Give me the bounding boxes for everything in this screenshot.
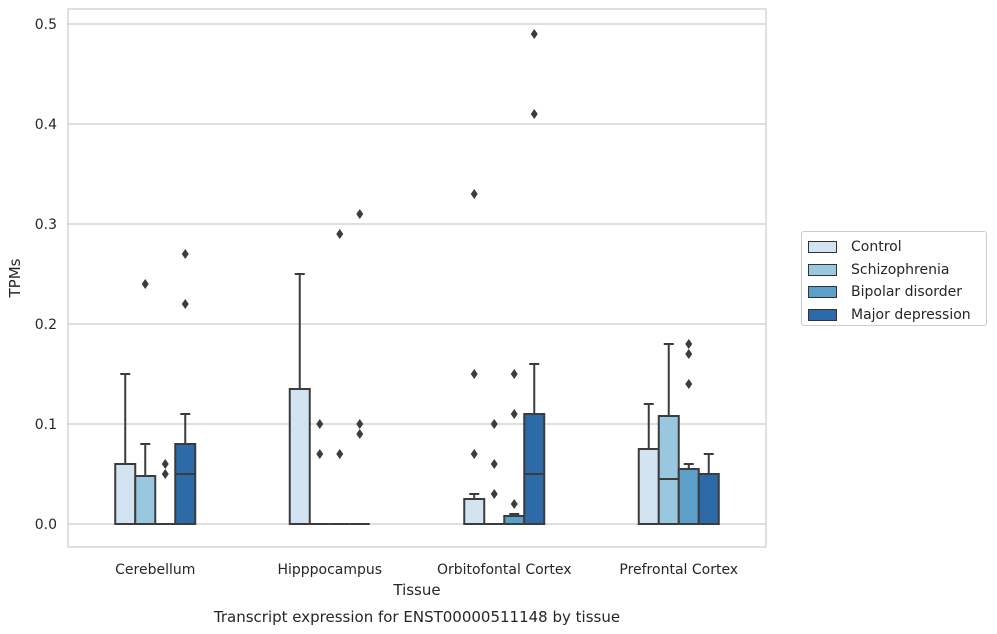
box: [134, 475, 157, 525]
outlier-point: [356, 429, 364, 439]
box-control: [463, 189, 486, 525]
outlier-point: [530, 29, 538, 39]
box-major-depression: [174, 249, 197, 525]
box: [503, 515, 526, 525]
outlier-point: [685, 349, 693, 359]
outlier-point: [510, 409, 518, 419]
outlier-point: [470, 449, 478, 459]
outlier-point: [161, 459, 169, 469]
legend-swatch: [808, 241, 837, 254]
outlier-point: [470, 189, 478, 199]
x-tick-label: Prefrontal Cortex: [619, 562, 738, 578]
box-schizophrenia: [134, 279, 157, 525]
box-control: [288, 273, 311, 525]
x-tick-label: Orbitofontal Cortex: [437, 562, 572, 578]
box: [288, 388, 311, 525]
box-major-depression: [349, 209, 370, 525]
outlier-point: [470, 369, 478, 379]
x-tick-labels: Cerebellum Hipppocampus Orbitofontal Corte…: [115, 562, 738, 578]
box: [463, 498, 486, 525]
legend-swatch: [808, 286, 837, 299]
y-tick-label: 0.5: [35, 17, 57, 33]
box: [523, 413, 546, 525]
box-control: [114, 373, 137, 525]
outlier-point: [490, 419, 498, 429]
legend: Control Schizophrenia Bipolar disorder Majo…: [801, 231, 987, 326]
legend-item: Schizophrenia: [808, 259, 986, 282]
legend-item: Control: [808, 236, 986, 259]
outlier-point: [316, 449, 324, 459]
legend-label: Major depression: [851, 306, 971, 323]
plot-frame: [67, 8, 767, 548]
legend-swatch: [808, 308, 837, 321]
outlier-point: [181, 299, 189, 309]
y-tick-label: 0.0: [35, 517, 57, 533]
legend-label: Bipolar disorder: [851, 284, 963, 301]
box: [174, 443, 197, 525]
outlier-point: [490, 489, 498, 499]
y-tick-label: 0.2: [35, 317, 57, 333]
box-bipolar-disorder: [677, 339, 700, 525]
box-bipolar-disorder: [329, 229, 350, 525]
outlier-point: [141, 279, 149, 289]
box-schizophrenia: [309, 419, 330, 525]
box: [697, 473, 720, 525]
outlier-point: [356, 209, 364, 219]
outlier-point: [510, 499, 518, 509]
box: [677, 468, 700, 525]
legend-item: Bipolar disorder: [808, 281, 986, 304]
x-tick-label: Cerebellum: [115, 562, 195, 578]
box: [637, 448, 660, 525]
box: [657, 415, 680, 525]
box-schizophrenia: [657, 343, 680, 525]
outlier-point: [490, 459, 498, 469]
y-tick-label: 0.1: [35, 417, 57, 433]
outlier-point: [510, 369, 518, 379]
legend-swatch: [808, 263, 837, 276]
box-bipolar-disorder: [155, 459, 176, 525]
outlier-point: [161, 469, 169, 479]
legend-label: Schizophrenia: [851, 261, 950, 278]
legend-item: Major depression: [808, 304, 986, 327]
box: [114, 463, 137, 525]
outlier-point: [336, 449, 344, 459]
box-control: [637, 403, 660, 525]
legend-label: Control: [851, 239, 902, 256]
box-major-depression: [523, 29, 546, 525]
outlier-point: [316, 419, 324, 429]
y-tick-label: 0.3: [35, 217, 57, 233]
outlier-point: [685, 379, 693, 389]
x-tick-label: Hipppocampus: [277, 562, 382, 578]
outlier-point: [685, 339, 693, 349]
outlier-point: [181, 249, 189, 259]
y-axis-label: TPMs: [6, 258, 24, 298]
box-major-depression: [697, 453, 720, 525]
outlier-point: [336, 229, 344, 239]
box-schizophrenia: [484, 419, 505, 525]
y-tick-labels: 0.0 0.1 0.2 0.3 0.4 0.5: [35, 17, 57, 533]
outlier-point: [530, 109, 538, 119]
x-axis-label: Tissue: [392, 581, 440, 599]
box-plots: [114, 29, 720, 525]
figure-caption: Transcript expression for ENST0000051114…: [213, 608, 620, 626]
box-bipolar-disorder: [503, 369, 526, 525]
y-tick-label: 0.4: [35, 117, 57, 133]
outlier-point: [356, 419, 364, 429]
